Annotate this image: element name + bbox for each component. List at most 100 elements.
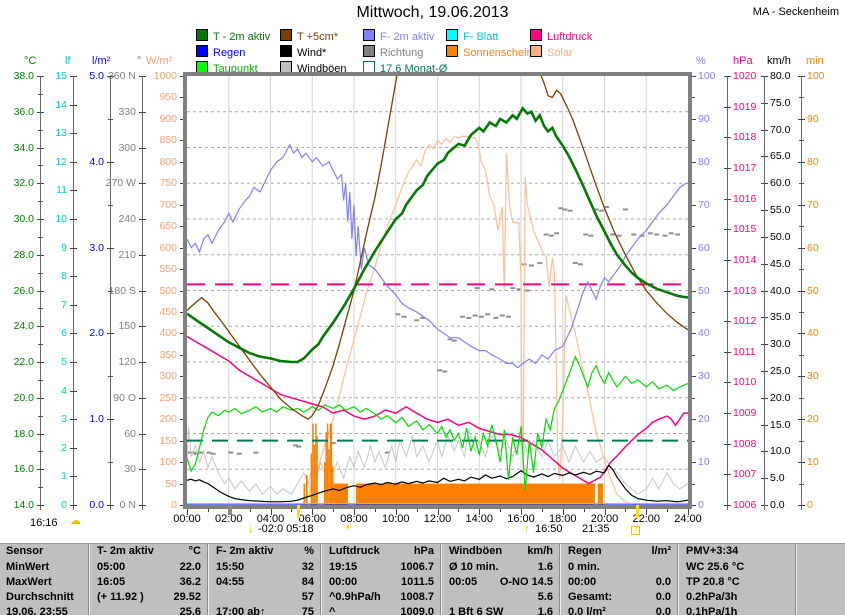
axis-minor-tick[interactable] <box>690 183 695 185</box>
axis-tick[interactable] <box>761 370 768 372</box>
axis-tick-label[interactable]: 80 <box>698 155 710 168</box>
axis-tick[interactable] <box>724 413 731 415</box>
axis-tick[interactable] <box>724 351 731 353</box>
axis-unit-label[interactable]: km/h <box>767 55 791 67</box>
legend-item[interactable]: Regen <box>196 45 245 59</box>
axis-tick-label[interactable]: 10 <box>55 213 67 225</box>
axis-tick[interactable] <box>70 505 77 506</box>
axis-tick-label[interactable]: 26.0 <box>13 284 34 297</box>
axis-tick-label[interactable]: 30.0 <box>770 338 791 351</box>
axis-tick-label[interactable]: 10.0 <box>770 445 791 458</box>
axis-tick[interactable] <box>724 474 731 476</box>
axis-tick-label[interactable]: 100 <box>698 70 716 82</box>
axis-tick[interactable] <box>107 333 114 335</box>
axis-tick-label[interactable]: 2.0 <box>89 327 104 340</box>
axis-tick[interactable] <box>107 419 114 421</box>
axis-tick-label[interactable]: 80.0 <box>770 70 791 82</box>
axis-tick-label[interactable]: 24.0 <box>13 320 34 333</box>
axis-tick[interactable] <box>761 317 768 319</box>
table-row-label[interactable]: MaxWert <box>6 576 52 588</box>
sun-icon[interactable]: ☀ <box>343 522 353 534</box>
axis-minor-tick[interactable] <box>690 311 695 313</box>
axis-tick-label[interactable]: 330 <box>118 105 136 118</box>
axis-tick-label[interactable]: 30 <box>698 370 710 383</box>
axis-tick-label[interactable]: 13 <box>55 127 67 140</box>
axis-tick[interactable] <box>70 133 77 135</box>
axis-tick[interactable] <box>761 505 768 506</box>
axis-tick[interactable] <box>724 229 731 231</box>
axis-tick[interactable] <box>107 247 114 249</box>
time-tick[interactable] <box>625 509 627 512</box>
axis-tick[interactable] <box>70 104 77 106</box>
axis-tick-label[interactable]: 180 S <box>108 284 136 297</box>
time-tick[interactable] <box>500 509 502 512</box>
axis-tick[interactable] <box>37 111 44 113</box>
axis-tick-label[interactable]: 75.0 <box>770 96 791 109</box>
axis-tick-label[interactable]: 90 O <box>113 391 136 404</box>
legend-item[interactable]: T - 2m aktiv <box>196 29 270 43</box>
axis-tick-label[interactable]: 20.0 <box>770 391 791 404</box>
axis-tick-label[interactable]: 34.0 <box>13 141 34 154</box>
axis-tick[interactable] <box>798 76 805 77</box>
time-tick[interactable] <box>562 509 564 515</box>
legend-item[interactable]: Solar <box>530 45 573 59</box>
axis-tick-label[interactable]: 50 <box>165 477 177 490</box>
axis-tick[interactable] <box>37 326 44 328</box>
axis-tick[interactable] <box>37 219 44 220</box>
axis-unit-label[interactable]: W/m² <box>146 55 173 67</box>
time-tick-label[interactable]: 02:00 <box>214 513 243 525</box>
axis-unit-label[interactable]: °C <box>24 55 37 67</box>
axis-tick[interactable] <box>724 321 731 323</box>
axis-tick[interactable] <box>37 433 44 435</box>
axis-tick[interactable] <box>689 76 696 77</box>
table-row-label[interactable]: MinWert <box>6 561 50 573</box>
axis-tick-label[interactable]: 0 <box>61 499 67 511</box>
time-tick[interactable] <box>187 509 188 515</box>
axis-tick-label[interactable]: 10 <box>807 456 819 469</box>
axis-tick-label[interactable]: 1000 <box>153 70 177 82</box>
axis-tick[interactable] <box>724 76 731 77</box>
axis-tick-label[interactable]: 65.0 <box>770 150 791 163</box>
axis-line[interactable] <box>142 76 143 510</box>
axis-tick-label[interactable]: 60 <box>698 241 710 254</box>
table-row-label[interactable]: Durchschnitt <box>6 591 74 603</box>
axis-unit-label[interactable]: % <box>696 55 706 67</box>
axis-tick-label[interactable]: 30.0 <box>13 213 34 225</box>
time-tick-label[interactable]: 22:00 <box>632 513 661 525</box>
axis-minor-tick[interactable] <box>799 269 804 271</box>
time-tick[interactable] <box>583 509 585 512</box>
axis-tick[interactable] <box>139 397 146 399</box>
axis-tick-label[interactable]: 1008 <box>733 437 757 450</box>
axis-tick[interactable] <box>139 183 146 185</box>
axis-tick-label[interactable]: 150 <box>159 434 177 447</box>
axis-tick-label[interactable]: 1006 <box>733 499 757 511</box>
axis-minor-tick[interactable] <box>38 379 43 381</box>
table-column[interactable]: F- 2m aktiv% 15:50 32 04:55 84 57 17:00 ab↑ 75 <box>207 544 321 615</box>
axis-tick[interactable] <box>724 382 731 384</box>
axis-tick-label[interactable]: 10 <box>698 456 710 469</box>
axis-tick[interactable] <box>139 469 146 471</box>
legend-item[interactable]: F- 2m aktiv <box>363 29 434 43</box>
axis-tick-label[interactable]: 1018 <box>733 131 757 144</box>
axis-tick-label[interactable]: 14.0 <box>13 499 34 511</box>
axis-tick[interactable] <box>689 505 696 506</box>
axis-tick-label[interactable]: 1019 <box>733 100 757 113</box>
axis-tick[interactable] <box>798 247 805 249</box>
axis-tick-label[interactable]: 950 <box>159 91 177 104</box>
axis-tick[interactable] <box>724 290 731 292</box>
axis-tick[interactable] <box>798 505 805 506</box>
sunset-square-icon[interactable] <box>631 526 640 535</box>
legend-item[interactable]: F- Blatt <box>446 29 498 43</box>
axis-tick[interactable] <box>37 362 44 363</box>
axis-tick-label[interactable]: 9 <box>61 241 67 254</box>
axis-tick[interactable] <box>139 505 146 506</box>
time-tick-label[interactable]: 12:00 <box>423 513 452 525</box>
axis-minor-tick[interactable] <box>799 397 804 399</box>
axis-tick[interactable] <box>139 290 146 292</box>
axis-tick-label[interactable]: 1013 <box>733 284 757 297</box>
axis-tick[interactable] <box>689 161 696 163</box>
axis-line[interactable] <box>764 76 765 510</box>
axis-tick[interactable] <box>761 76 768 77</box>
time-tick[interactable] <box>354 509 355 515</box>
axis-minor-tick[interactable] <box>38 201 43 203</box>
